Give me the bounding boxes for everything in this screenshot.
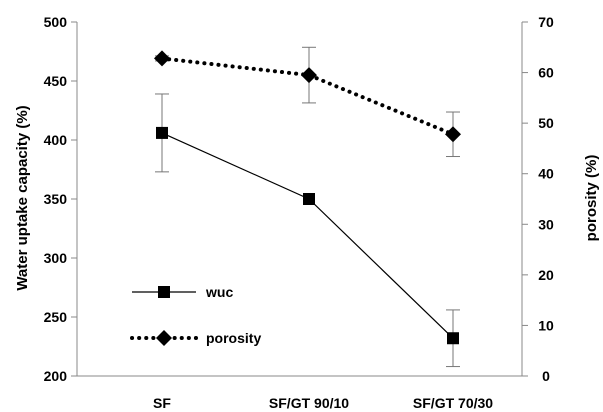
plot-frame [76, 22, 523, 377]
series-line [161, 132, 454, 339]
x-tick-label: SF [153, 395, 171, 411]
series-wuc [155, 93, 460, 368]
right-axis-title: porosity (%) [583, 155, 600, 242]
series-layer [154, 46, 461, 368]
left-tick-label: 300 [44, 250, 68, 266]
data-point [301, 67, 317, 84]
x-tick-label: SF/GT 70/30 [413, 395, 493, 411]
legend: wuc porosity [130, 284, 261, 346]
legend-label: porosity [206, 330, 261, 346]
right-tick-label: 60 [538, 65, 554, 81]
right-tick-label: 50 [538, 115, 554, 131]
left-tick-label: 200 [44, 368, 68, 384]
left-axis-ticks: 200 250 300 350 400 450 500 [44, 14, 77, 384]
right-tick-label: 20 [538, 267, 554, 283]
x-tick-label: SF/GT 90/10 [269, 395, 349, 411]
data-point [154, 50, 170, 67]
right-tick-label: 0 [542, 368, 550, 384]
left-tick-label: 500 [44, 14, 68, 30]
left-tick-label: 400 [44, 132, 68, 148]
left-axis-title: Water uptake capacity (%) [14, 105, 31, 290]
right-axis-ticks: 0 10 20 30 40 50 60 70 [522, 14, 554, 384]
right-tick-label: 40 [538, 166, 554, 182]
right-tick-label: 70 [538, 14, 554, 30]
left-tick-label: 350 [44, 191, 68, 207]
legend-marker [156, 330, 172, 346]
right-tick-label: 10 [538, 317, 554, 333]
left-tick-label: 450 [44, 73, 68, 89]
series-porosity [154, 46, 461, 158]
legend-label: wuc [205, 284, 233, 300]
data-point [156, 126, 168, 139]
data-point [303, 193, 315, 205]
legend-marker [158, 286, 170, 298]
data-point [445, 126, 461, 143]
x-axis-ticks: SF SF/GT 90/10 SF/GT 70/30 [153, 395, 493, 411]
left-tick-label: 250 [44, 309, 68, 325]
data-point [447, 332, 459, 345]
right-tick-label: 30 [538, 216, 554, 232]
